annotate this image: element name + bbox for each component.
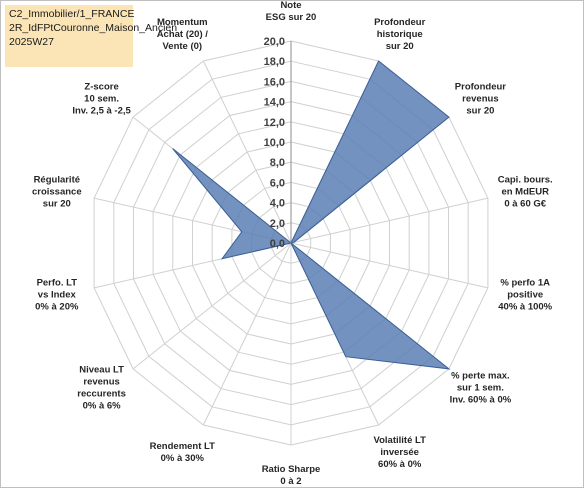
axis-label-line: % perte max. [451,371,510,382]
axis-label-line: Rendement LT [150,441,215,452]
axis-label-line: Volatilité LT [373,435,426,446]
title-line-2: 2R_IdFPtCouronne_Maison_Ancien [9,21,129,35]
chart-title-box: C2_Immobilier/1_FRANCE 2R_IdFPtCouronne_… [5,5,133,67]
tick-label: 4,0 [270,198,285,210]
title-line-1: C2_Immobilier/1_FRANCE [9,7,129,21]
tick-label: 0,0 [270,238,285,250]
axis-label-line: % perfo 1A [500,278,550,289]
axis-label-line: reccurents [77,389,126,400]
axis-label-line: Z-score [84,81,118,92]
tick-label: 10,0 [264,137,285,149]
axis-label-line: sur 1 sem. [457,383,504,394]
axis-label-line: en MdEUR [501,186,549,197]
axis-label-line: 10 sem. [84,93,119,104]
grid-spoke [133,243,291,369]
axis-label-line: 0 à 2 [280,476,301,487]
axis-label-line: historique [377,29,423,40]
tick-label: 6,0 [270,177,285,189]
axis-label-line: revenus [83,377,119,388]
tick-label: 20,0 [264,36,285,48]
axis-label-line: 0% à 6% [83,401,122,412]
tick-label: 16,0 [264,76,285,88]
data-series-area [173,61,449,369]
tick-label: 18,0 [264,56,285,68]
axis-label-line: Capi. bours. [498,174,553,185]
axis-label-line: sur 20 [43,198,71,209]
axis-label-line: 0% à 20% [35,302,79,313]
axis-label-line: Régularité [34,174,80,185]
axis-label-line: Ratio Sharpe [262,464,321,475]
axis-label-line: Niveau LT [79,365,124,376]
tick-label: 12,0 [264,117,285,129]
axis-label: % perte max.sur 1 sem.Inv. 60% à 0% [450,371,512,406]
axis-label-line: 0 à 60 G€ [504,198,546,209]
axis-label-line: Profondeur [374,17,425,28]
axis-label-line: Profondeur [455,81,506,92]
axis-label-line: Vente (0) [162,41,202,52]
axis-label-line: croissance [32,186,82,197]
axis-label-line: inversée [380,447,419,458]
axis-label-line: vs Index [38,290,77,301]
tick-label: 8,0 [270,157,285,169]
axis-label-line: 0% à 30% [161,453,205,464]
axis-label-line: ESG sur 20 [266,12,317,23]
axis-label-line: Perfo. LT [37,278,78,289]
axis-label-line: Inv. 2,5 à -2,5 [72,105,131,116]
title-line-3: 2025W27 [9,35,129,49]
tick-label: 2,0 [270,218,285,230]
axis-label-line: 40% à 100% [498,302,552,313]
axis-label-line: sur 20 [466,105,494,116]
axis-label-line: 60% à 0% [378,459,422,470]
axis-label-line: positive [507,290,543,301]
axis-label-line: Inv. 60% à 0% [450,395,512,406]
axis-label-line: revenus [462,93,498,104]
axis-label-line: sur 20 [386,41,414,52]
tick-label: 14,0 [264,97,285,109]
axis-label-line: Note [280,1,301,11]
